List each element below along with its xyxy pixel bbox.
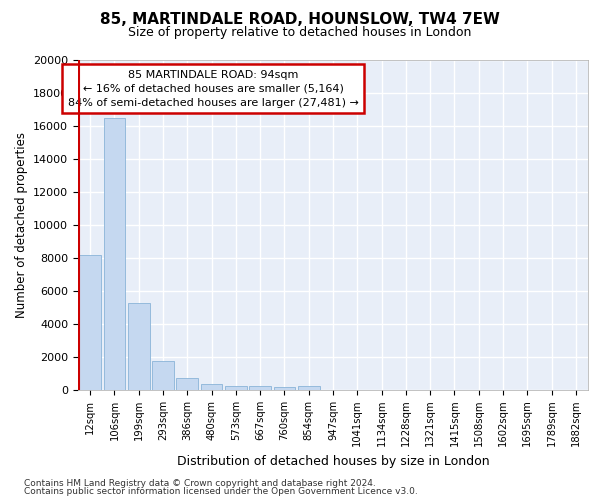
Bar xyxy=(200,384,223,390)
Text: 85 MARTINDALE ROAD: 94sqm
← 16% of detached houses are smaller (5,164)
84% of se: 85 MARTINDALE ROAD: 94sqm ← 16% of detac… xyxy=(68,70,359,108)
Bar xyxy=(298,386,320,390)
Text: Size of property relative to detached houses in London: Size of property relative to detached ho… xyxy=(128,26,472,39)
Bar xyxy=(79,254,101,390)
Bar xyxy=(152,361,174,390)
Text: Contains public sector information licensed under the Open Government Licence v3: Contains public sector information licen… xyxy=(24,487,418,496)
Text: 85, MARTINDALE ROAD, HOUNSLOW, TW4 7EW: 85, MARTINDALE ROAD, HOUNSLOW, TW4 7EW xyxy=(100,12,500,28)
Bar xyxy=(104,118,125,390)
Bar xyxy=(128,302,149,390)
X-axis label: Distribution of detached houses by size in London: Distribution of detached houses by size … xyxy=(176,455,490,468)
Bar xyxy=(176,378,198,390)
Bar xyxy=(249,386,271,390)
Y-axis label: Number of detached properties: Number of detached properties xyxy=(14,132,28,318)
Bar xyxy=(274,387,295,390)
Text: Contains HM Land Registry data © Crown copyright and database right 2024.: Contains HM Land Registry data © Crown c… xyxy=(24,479,376,488)
Bar xyxy=(225,386,247,390)
